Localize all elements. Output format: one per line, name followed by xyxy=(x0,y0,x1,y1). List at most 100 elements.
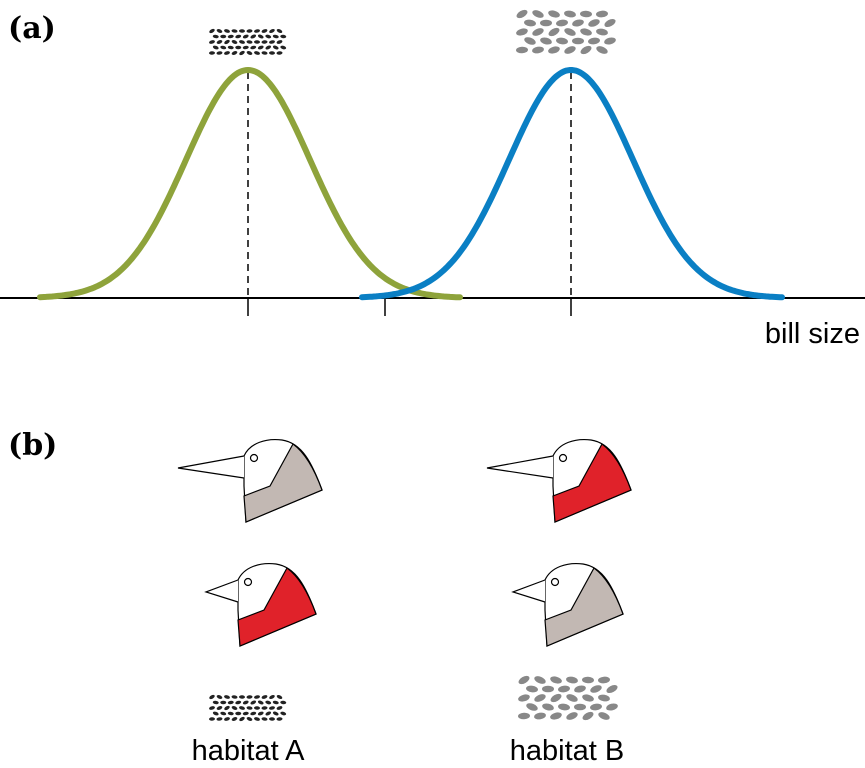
seed xyxy=(272,700,279,704)
seed xyxy=(541,702,554,711)
seed xyxy=(517,674,531,686)
seed xyxy=(224,705,231,711)
seed xyxy=(581,693,594,703)
seed xyxy=(243,711,249,715)
seed xyxy=(265,34,272,39)
seed xyxy=(571,18,584,27)
seed xyxy=(566,676,579,684)
seed xyxy=(239,716,246,722)
seed xyxy=(547,45,560,55)
seed xyxy=(242,34,249,39)
seed xyxy=(254,706,260,710)
seed xyxy=(540,20,552,27)
seed xyxy=(280,701,286,705)
habitat-label: habitat B xyxy=(510,735,624,767)
seed xyxy=(533,675,547,686)
seed xyxy=(603,17,617,28)
seed xyxy=(242,700,249,705)
seed xyxy=(573,684,586,693)
seed xyxy=(239,40,246,45)
seed xyxy=(235,34,242,39)
seed xyxy=(231,705,238,710)
seed xyxy=(239,706,246,711)
seed xyxy=(517,693,530,703)
eye xyxy=(251,455,258,462)
seed xyxy=(547,9,560,19)
seed xyxy=(250,711,257,716)
seed xyxy=(212,711,219,716)
seed xyxy=(235,700,242,705)
seed xyxy=(276,705,283,710)
seed xyxy=(231,695,237,699)
seed xyxy=(597,711,611,722)
habitat-label: habitat A xyxy=(192,735,306,767)
seed xyxy=(549,675,562,685)
bill xyxy=(206,580,238,602)
seed xyxy=(246,716,253,721)
seed xyxy=(603,36,616,45)
seed xyxy=(549,692,563,704)
seed xyxy=(231,29,237,33)
seed xyxy=(257,700,264,706)
seed xyxy=(276,28,283,34)
seed xyxy=(246,50,253,55)
seed xyxy=(272,34,279,38)
seed xyxy=(228,45,234,49)
seed xyxy=(590,703,603,711)
seed xyxy=(589,684,603,694)
seed xyxy=(250,34,257,40)
eye xyxy=(552,579,559,586)
seed xyxy=(269,28,276,34)
seed xyxy=(224,51,231,56)
seed xyxy=(220,711,227,716)
seed xyxy=(216,717,222,721)
seed xyxy=(261,717,267,721)
seed xyxy=(228,711,234,715)
seed xyxy=(220,45,227,50)
seed xyxy=(563,45,577,56)
seed xyxy=(265,45,272,51)
seed xyxy=(598,676,611,684)
distribution-curve xyxy=(40,70,460,297)
seed xyxy=(574,704,586,711)
eye xyxy=(560,455,567,462)
seed xyxy=(216,705,223,710)
seed xyxy=(213,700,219,704)
seed xyxy=(209,694,216,700)
seed xyxy=(216,39,223,44)
seed xyxy=(598,694,611,702)
seed xyxy=(224,29,231,34)
seed xyxy=(588,37,601,45)
seed xyxy=(280,711,287,716)
seed xyxy=(243,45,249,49)
panel-label: (a) xyxy=(8,11,56,46)
seed xyxy=(276,717,282,721)
seed xyxy=(228,34,234,38)
seed xyxy=(525,702,539,712)
seed xyxy=(254,40,260,44)
seed xyxy=(572,38,584,45)
seed xyxy=(228,700,234,704)
seed xyxy=(224,717,231,722)
seed xyxy=(254,29,261,34)
axis-label: bill size xyxy=(765,318,860,350)
seed xyxy=(605,683,619,694)
seed xyxy=(261,706,267,710)
seed xyxy=(213,34,219,38)
seed xyxy=(261,51,267,55)
seed xyxy=(549,711,562,721)
seed xyxy=(532,46,545,54)
seed xyxy=(231,716,238,721)
seed xyxy=(518,712,530,719)
page: (a) (b) bill size habitat A habitat B ((… xyxy=(0,0,865,768)
ticks xyxy=(248,298,571,316)
seed xyxy=(246,40,252,44)
seed xyxy=(547,26,561,38)
seed xyxy=(235,46,241,49)
seed xyxy=(231,50,238,55)
seed xyxy=(250,45,257,50)
seed xyxy=(220,701,226,704)
seed xyxy=(542,686,554,693)
seed xyxy=(246,695,252,699)
seed xyxy=(209,706,216,711)
